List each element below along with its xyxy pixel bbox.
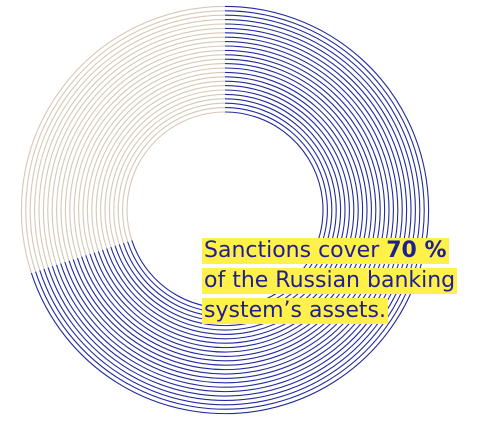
donut-slice-1-ring [117, 102, 226, 244]
donut-slice-0-ring [85, 63, 372, 357]
donut-slice-1-ring [64, 49, 226, 260]
donut-slice-1 [20, 5, 226, 274]
donut-slice-1-ring [47, 32, 226, 265]
caption-percentage: 70 % [386, 238, 447, 263]
donut-slice-1-ring [86, 71, 226, 253]
donut-slice-1-ring [60, 45, 226, 261]
donut-slice-0 [30, 5, 430, 415]
donut-slice-1-ring [122, 107, 226, 242]
caption-line-3: system’s assets. [202, 296, 490, 326]
donut-slice-1-ring [34, 19, 226, 270]
donut-slice-1-ring [56, 41, 226, 263]
chart-caption: Sanctions cover 70 % of the Russian bank… [202, 236, 490, 326]
caption-line-3-text: system’s assets. [202, 298, 389, 324]
donut-slice-1-ring [38, 23, 226, 268]
caption-line-2-text: of the Russian banking [202, 268, 458, 294]
donut-slice-0-ring [131, 111, 324, 309]
caption-line-1-text: Sanctions cover [204, 238, 387, 263]
caption-line-1-highlight: Sanctions cover 70 % [202, 238, 449, 264]
caption-line-1: Sanctions cover 70 % [202, 236, 490, 266]
donut-slice-1-ring [29, 14, 226, 271]
donut-slice-1-ring [113, 98, 226, 245]
donut-slice-1-ring [42, 27, 226, 267]
donut-slice-1-ring [100, 85, 226, 249]
donut-slice-1-ring [51, 36, 226, 264]
donut-slice-1-ring [20, 5, 226, 274]
donut-slice-1-ring [25, 10, 226, 272]
donut-slice-1-ring [108, 93, 226, 246]
donut-slice-1-ring [126, 111, 226, 241]
donut-slice-1-ring [78, 63, 226, 256]
donut-slice-1-ring [95, 80, 226, 250]
donut-slice-0-ring [39, 14, 421, 406]
donut-slice-1-ring [73, 58, 226, 257]
donut-slice-0-ring [30, 5, 430, 415]
donut-slice-0-ring [35, 10, 425, 410]
donut-slice-0-ring [47, 23, 412, 397]
donut-slice-1-ring [82, 67, 226, 255]
donut-slice-1-ring [91, 76, 226, 252]
donut-slice-1-ring [104, 89, 226, 248]
donut-slice-0-ring [60, 36, 399, 384]
donut-slice-1-ring [69, 54, 226, 259]
caption-line-2: of the Russian banking [202, 266, 490, 296]
